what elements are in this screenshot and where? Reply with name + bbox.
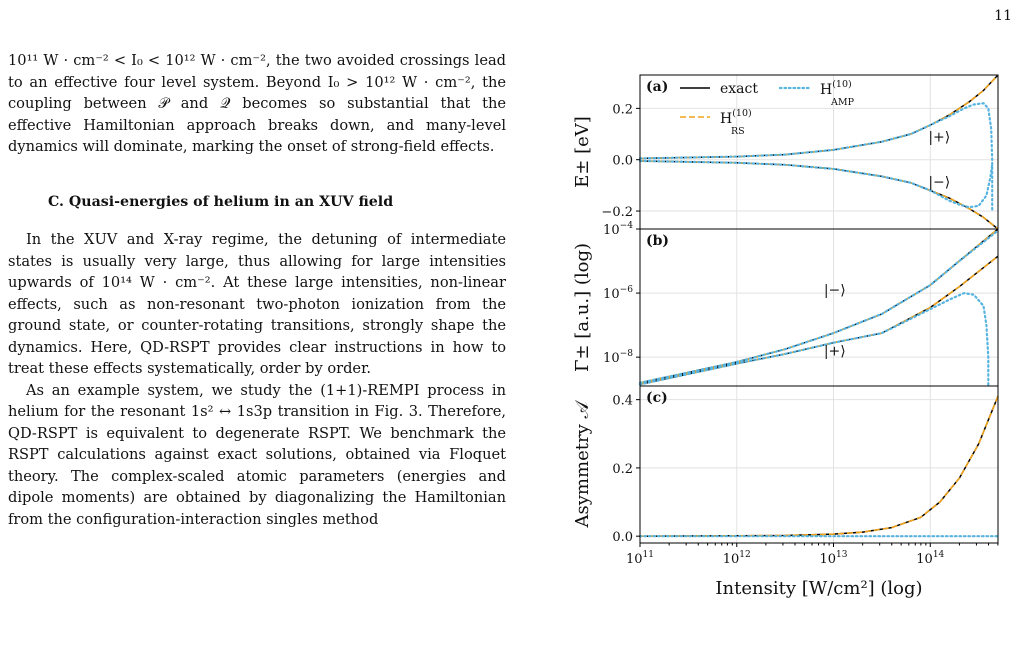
state-label-minus: |−⟩ [928,175,950,191]
panel-label: (a) [646,79,668,95]
x-tick-label: 1014 [916,550,944,567]
series-line [639,255,999,386]
legend-label-rs: H(10) RS [720,108,752,137]
series-line [639,395,999,537]
legend-label-amp: H(10) AMP [820,79,855,108]
y-tick-label: 0.4 [612,394,633,409]
paragraph-example-system: As an example system, we study the (1+1)… [8,381,506,528]
series-line [639,255,999,386]
x-axis-label: Intensity [W/cm²] (log) [715,578,922,599]
panel-frame [639,385,999,544]
panel-label: (b) [646,233,669,249]
paragraph-intensity-regime: 10¹¹ W · cm⁻² < I₀ < 10¹² W · cm⁻², the … [8,52,506,155]
y-tick-label: 0.2 [612,102,633,117]
page-number: 11 [994,8,1012,24]
figure-plot: 0.2 0.0 −0.2 (a) E± [eV] 10−4 10−6 10−8 (b) Γ± [a… [552,56,1012,616]
series-line [638,159,994,209]
series-line [638,102,994,213]
state-label-plus: |+⟩ [824,344,846,360]
x-tick-label: 1011 [626,550,654,567]
y-axis-label: Γ± [a.u.] (log) [572,243,593,372]
x-tick-label: 1012 [723,550,751,567]
state-label-plus: |+⟩ [928,130,950,146]
series-line [639,74,999,160]
y-tick-label: 10−4 [603,221,633,238]
panel-frame [639,228,999,387]
series-line [638,229,1000,384]
y-tick-label: 0.0 [612,154,633,169]
figure: 0.2 0.0 −0.2 (a) E± [eV] 10−4 10−6 10−8 (b) Γ± [a… [552,56,1012,616]
series-line [639,228,999,384]
series-line [639,228,999,384]
x-tick-label: 1013 [820,550,848,567]
series-line [638,292,990,388]
series-line [639,395,999,538]
y-tick-label: 0.0 [612,530,633,545]
series-line [639,160,999,230]
series-line [639,160,999,230]
y-axis-label: Asymmetry 𝒜 [572,400,593,529]
legend-label-exact: exact [720,81,758,97]
y-tick-label: 10−8 [603,349,633,366]
paragraph-xuv-regime: In the XUV and X-ray regime, the detunin… [8,231,506,377]
figure-svg: 0.2 0.0 −0.2 (a) E± [eV] 10−4 10−6 10−8 (b) Γ± [a… [572,74,1000,599]
state-label-minus: |−⟩ [824,283,846,299]
y-tick-label: −0.2 [601,205,633,220]
y-tick-label: 10−6 [603,285,633,302]
y-tick-label: 0.2 [612,462,633,477]
y-axis-label: E± [eV] [572,116,593,188]
panel-label: (c) [646,390,668,406]
text-column: 10¹¹ W · cm⁻² < I₀ < 10¹² W · cm⁻², the … [8,50,506,530]
section-heading: C. Quasi-energies of helium in an XUV fi… [48,193,394,210]
